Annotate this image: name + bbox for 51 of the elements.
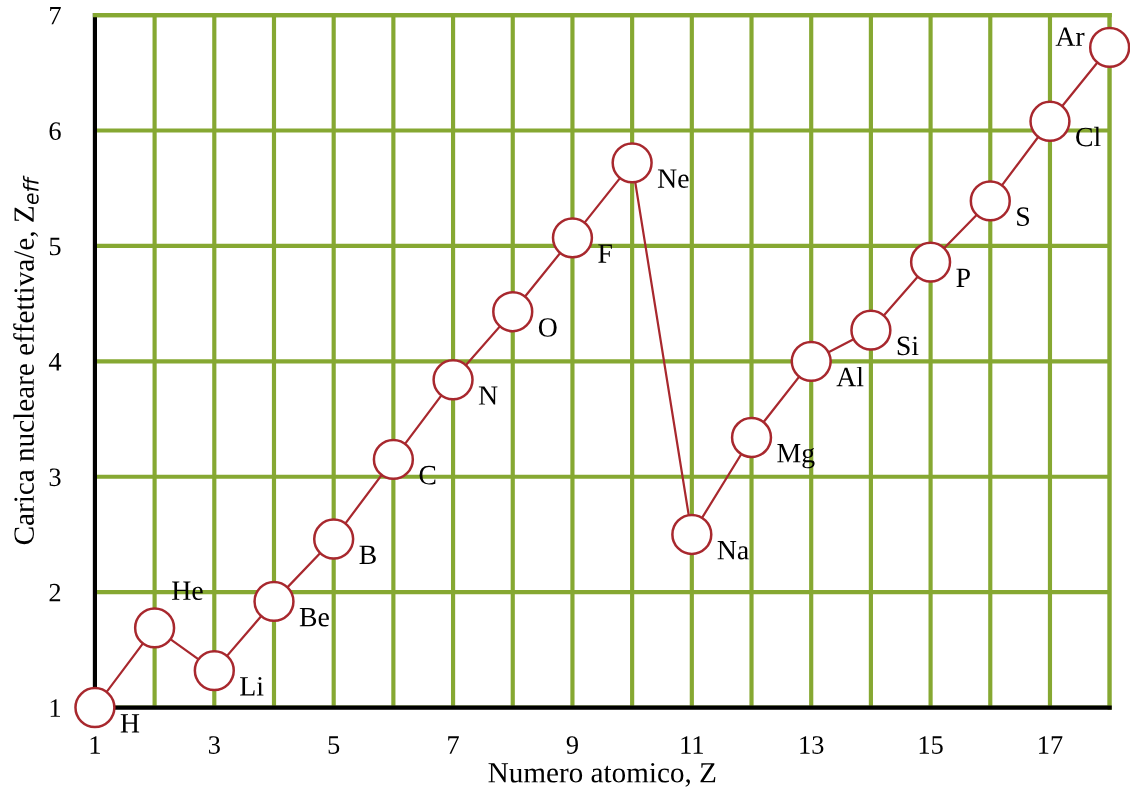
point — [74, 686, 116, 729]
point — [492, 291, 534, 333]
x-tick-label: 3 — [208, 736, 220, 754]
x-tick-label: 17 — [1039, 736, 1063, 754]
point — [1029, 100, 1071, 142]
point — [730, 416, 773, 459]
point — [253, 580, 295, 623]
x-tick-label: 1 — [90, 736, 100, 754]
y-tick-label: 4 — [48, 353, 62, 371]
annotation: Ne — [657, 169, 689, 188]
point — [133, 607, 176, 649]
x-tick-label: 15 — [919, 736, 943, 754]
point — [1088, 26, 1130, 69]
x-tick-label: 11 — [681, 736, 703, 754]
annotation: N — [478, 386, 498, 405]
point — [790, 340, 832, 383]
point — [551, 217, 594, 259]
annotation: O — [538, 318, 557, 337]
point — [909, 241, 952, 283]
point — [193, 649, 235, 692]
annotation: F — [598, 244, 612, 263]
annotation: Al — [836, 366, 864, 387]
annotation: H — [120, 714, 140, 733]
x-tick-label: 13 — [800, 736, 824, 754]
y-tick-label: 3 — [49, 468, 61, 487]
x-tick-label: 9 — [566, 736, 578, 754]
annotation: Si — [897, 336, 919, 356]
y-tick-label: 5 — [49, 237, 61, 256]
x-tick-label: 5 — [328, 736, 340, 754]
annotation: Li — [240, 677, 264, 696]
y-tick-label: 2 — [49, 583, 61, 602]
annotation: B — [359, 545, 376, 564]
y-tick-label: 7 — [50, 6, 61, 25]
point — [671, 513, 713, 556]
x-tick-label: 7 — [448, 736, 459, 754]
point — [850, 309, 892, 351]
y-axis-title: Carica nucleare effettiva/e, Z$_{eff}$ — [13, 175, 39, 545]
annotation: Na — [717, 541, 749, 560]
annotation: P — [956, 268, 970, 287]
point — [432, 359, 474, 401]
annotation: S — [1017, 207, 1030, 227]
point — [611, 142, 653, 184]
point — [969, 180, 1011, 222]
x-axis-title: Numero atomico, Z — [488, 762, 716, 787]
annotation: Ar — [1055, 27, 1085, 46]
point — [312, 518, 355, 560]
annotation: Be — [299, 608, 329, 627]
annotation: Cl — [1076, 126, 1101, 147]
y-tick-label: 1 — [50, 699, 60, 717]
point — [372, 438, 415, 481]
y-tick-label: 6 — [49, 122, 61, 140]
